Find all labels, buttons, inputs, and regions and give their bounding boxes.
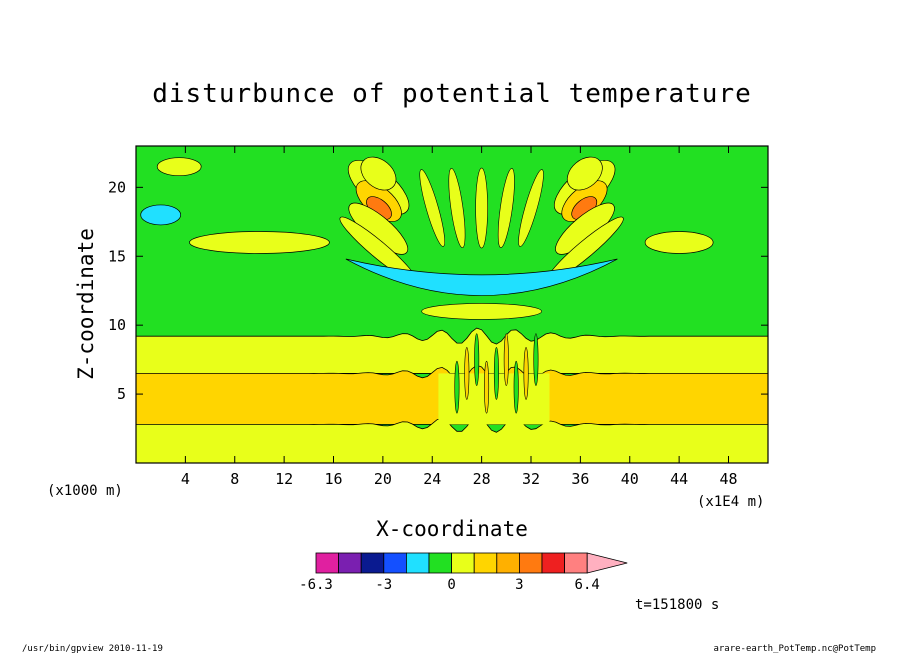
field-patch — [189, 231, 330, 254]
y-tick-label: 10 — [108, 316, 126, 334]
y-tick-label: 5 — [117, 385, 126, 403]
x-tick-label: 48 — [719, 470, 737, 488]
field-lobe — [360, 156, 397, 191]
time-label: t=151800 s — [635, 597, 719, 613]
field-stripe — [464, 347, 470, 400]
y-axis-label: Z-coordinate — [74, 228, 98, 380]
x-tick-label: 32 — [522, 470, 540, 488]
y-axis: 5 10 15 20 — [108, 178, 768, 403]
x-tick-label: 44 — [670, 470, 688, 488]
field-lobe — [566, 156, 603, 191]
colorbar-label: 6.4 — [575, 577, 600, 593]
field-band — [136, 327, 768, 374]
x-tick-label: 20 — [374, 470, 392, 488]
colorbar-swatch — [360, 552, 385, 574]
field-fan — [419, 169, 445, 247]
field-patch — [140, 204, 182, 226]
footer-right: arare-earth_PotTemp.nc@PotTemp — [713, 644, 876, 654]
field-stripe — [513, 360, 519, 414]
x-tick-label: 8 — [230, 470, 239, 488]
y-tick-label: 15 — [108, 247, 126, 265]
field-patch — [156, 157, 202, 177]
plot-frame — [135, 145, 769, 464]
field-fan — [518, 169, 544, 247]
chart-title: disturbunce of potential temperature — [152, 79, 752, 109]
field-stripe — [523, 347, 529, 400]
x-tick-label: 12 — [275, 470, 293, 488]
field-trough — [345, 258, 618, 296]
colorbar-swatch — [405, 552, 430, 574]
colorbar: -6.3 -3 0 3 6.4 — [299, 552, 628, 593]
x-axis: 4 8 12 16 20 24 28 32 36 40 44 48 — [181, 146, 738, 488]
field-stripe — [503, 333, 509, 386]
field-patch — [644, 231, 714, 254]
x-tick-label: 40 — [621, 470, 639, 488]
colorbar-swatch — [451, 552, 475, 574]
colorbar-swatch — [428, 552, 453, 574]
colorbar-swatch — [564, 552, 588, 574]
x-tick-label: 4 — [181, 470, 190, 488]
field-fan — [448, 168, 466, 248]
colorbar-arrow — [586, 552, 628, 574]
field-stripe — [533, 333, 539, 386]
x-tick-label: 24 — [423, 470, 441, 488]
field-fan — [475, 167, 488, 249]
field-stripe — [493, 347, 499, 400]
x-axis-label: X-coordinate — [376, 517, 528, 541]
field-stripe — [474, 333, 480, 386]
colorbar-swatch — [519, 552, 543, 574]
colorbar-swatch — [496, 552, 520, 574]
x-tick-label: 36 — [571, 470, 589, 488]
colorbar-swatch — [383, 552, 407, 574]
x-tick-label: 28 — [473, 470, 491, 488]
colorbar-label: -6.3 — [299, 577, 333, 593]
x-tick-label: 16 — [324, 470, 342, 488]
field-band — [136, 415, 768, 463]
colorbar-swatch — [473, 552, 498, 574]
colorbar-swatch — [315, 552, 340, 574]
colorbar-swatch — [541, 552, 566, 574]
colorbar-swatch — [338, 552, 362, 574]
colorbar-label: -3 — [375, 577, 392, 593]
field-fan — [497, 168, 515, 248]
footer-left: /usr/bin/gpview 2010-11-19 — [22, 644, 163, 654]
colorbar-label: 3 — [515, 577, 523, 593]
x-unit-label-right: (x1E4 m) — [697, 494, 764, 510]
field-stripe — [454, 360, 460, 414]
field-patch — [421, 303, 542, 320]
x-unit-label-left: (x1000 m) — [47, 483, 123, 499]
y-tick-label: 20 — [108, 178, 126, 196]
plot-area — [136, 146, 768, 463]
field-stripe — [484, 360, 490, 414]
colorbar-label: 0 — [447, 577, 455, 593]
